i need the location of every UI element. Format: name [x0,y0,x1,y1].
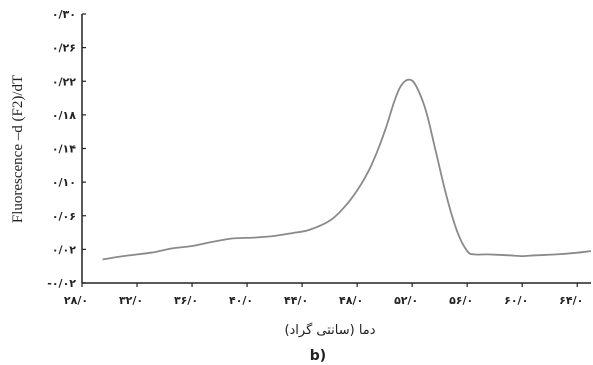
y-tick-label: ۰/۰۶ [52,210,76,223]
y-tick-label: ۰/۱۴ [52,143,76,156]
x-tick-label: ۲۸/۰ [64,294,88,307]
y-tick-label: ۰/۰۲ [52,243,76,256]
y-tick-label: ۰/۳۰ [52,8,76,21]
panel-label: b) [310,348,326,364]
y-axis-ticks: -۰/۰۲ ۰/۰۲ ۰/۰۶ ۰/۱۰ ۰/۱۴ ۰/۱۸ ۰/۲۲ ۰/۲۶ ۰/۳۰ [47,8,86,290]
x-tick-label: ۴۰/۰ [229,294,253,307]
x-tick-label: ۴۴/۰ [284,294,308,307]
y-tick-label: -۰/۰۲ [47,277,76,290]
x-tick-label: ۴۸/۰ [339,294,363,307]
series-line [102,78,592,261]
y-tick-label: ۰/۲۲ [52,75,76,88]
y-tick-label: ۰/۱۰ [52,176,76,189]
x-axis-ticks: ۲۸/۰ ۳۲/۰ ۳۶/۰ ۴۰/۰ ۴۴/۰ ۴۸/۰ ۵۲/۰ ۵۶/۰ ۶۰/۰ ۶۴/۰ [64,283,583,307]
x-axis-title: دما (سانتی گراد) [284,322,375,338]
x-tick-label: ۵۲/۰ [394,294,418,307]
y-tick-label: ۰/۲۶ [52,42,76,55]
y-tick-label: ۰/۱۸ [52,109,76,122]
x-tick-label: ۵۶/۰ [449,294,473,307]
x-tick-label: ۶۴/۰ [559,294,583,307]
y-axis-title: Fluorescence –d (F2)/dT [10,75,26,223]
x-tick-label: ۳۶/۰ [174,294,198,307]
x-tick-label: ۶۰/۰ [504,294,528,307]
x-tick-label: ۳۲/۰ [119,294,143,307]
